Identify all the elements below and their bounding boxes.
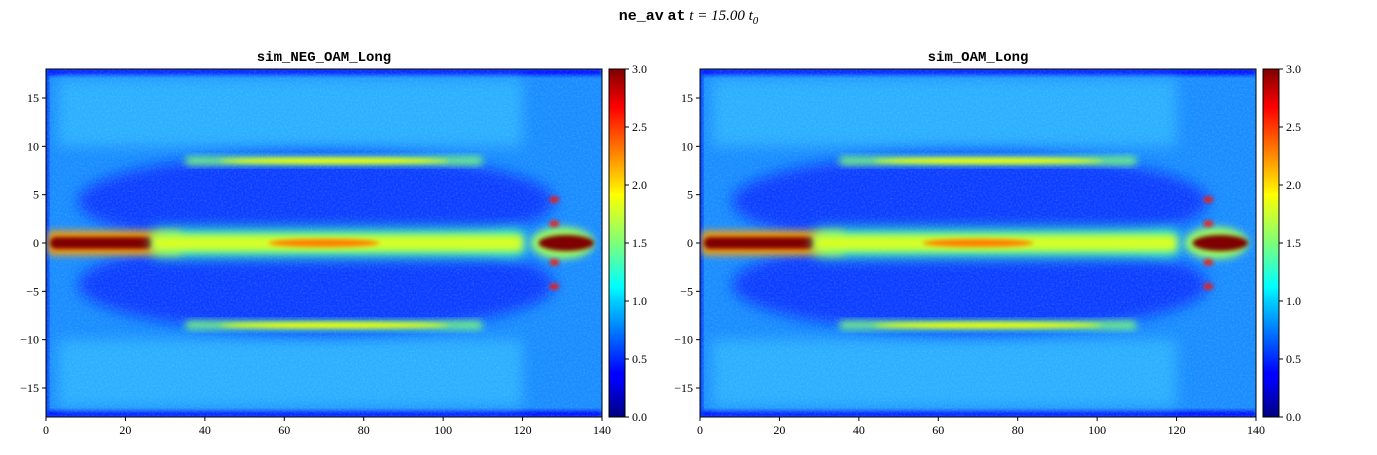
x-tick-label-5: 80 [1012, 423, 1024, 437]
heatmap-feature-5-blob-1 [1203, 196, 1214, 203]
heatmap-feature-5-blob-3 [549, 220, 560, 227]
y-tick-label-4: 0 [687, 236, 693, 250]
y-tick-label-5: 5 [33, 188, 39, 202]
colorbar-tick-label-4: 1.5 [1286, 236, 1301, 250]
heatmap-feature-5-blob-4 [549, 259, 560, 266]
y-tick-label-5: 5 [687, 188, 693, 202]
colorbar-tick-label-3: 1.0 [1286, 294, 1301, 308]
colorbar-tick-label-1: 0.0 [632, 410, 647, 424]
heatmap-feature-5 [538, 235, 595, 251]
x-tick-label-3: 40 [853, 423, 865, 437]
x-tick-label-2: 20 [119, 423, 131, 437]
x-tick-label-6: 100 [434, 423, 452, 437]
y-tick-label-7: 15 [27, 91, 39, 105]
y-tick-label-1: −15 [20, 381, 39, 395]
panel-title: sim_NEG_OAM_Long [257, 50, 391, 66]
x-tick-label-8: 140 [1247, 423, 1265, 437]
heatmap-feature-3 [873, 158, 1103, 164]
heatmap-feature-1 [703, 237, 816, 249]
colorbar-tick-label-4: 1.5 [632, 236, 647, 250]
heatmap-feature-1 [49, 237, 154, 249]
heatmap-feature-3 [219, 158, 449, 164]
colorbar [1262, 68, 1280, 418]
heatmap-feature-5-blob-2 [549, 283, 560, 290]
colorbar-tick-label-7: 3.0 [632, 62, 647, 76]
colorbar-tick-label-5: 2.0 [1286, 178, 1301, 192]
y-tick-label-2: −10 [20, 333, 39, 347]
colorbar-tick-label-6: 2.5 [632, 120, 647, 134]
y-tick-label-1: −15 [674, 381, 693, 395]
heatmap-feature-4 [219, 322, 449, 328]
colorbar-tick-label-2: 0.5 [1286, 352, 1301, 366]
suptitle-variable: ne_av [618, 8, 664, 25]
y-tick-label-7: 15 [681, 91, 693, 105]
x-tick-label-2: 20 [773, 423, 785, 437]
y-tick-label-6: 10 [681, 139, 693, 153]
y-tick-label-3: −5 [26, 284, 39, 298]
colorbar-tick-label-6: 2.5 [1286, 120, 1301, 134]
heatmap-feature-5-blob-3 [1203, 220, 1214, 227]
suptitle-time: t = 15.00 t [689, 8, 753, 24]
x-tick-label-1: 0 [43, 423, 49, 437]
heatmap-feature-2-hotspot [268, 239, 380, 247]
chart-panel-1: 0 20 40 60 80 100 120 140 −15 −10 −5 0 5 10 15 sim_NEG_… [20, 50, 647, 437]
colorbar-tick-label-2: 0.5 [632, 352, 647, 366]
panel-title: sim_OAM_Long [928, 50, 1029, 66]
colorbar-tick-label-3: 1.0 [632, 294, 647, 308]
y-tick-label-2: −10 [674, 333, 693, 347]
colorbar-tick-label-7: 3.0 [1286, 62, 1301, 76]
heatmap-plot-area [700, 69, 1256, 417]
heatmap-feature-5 [1192, 235, 1249, 251]
colorbar-tick-label-1: 0.0 [1286, 410, 1301, 424]
suptitle-time-subscript: 0 [752, 15, 759, 27]
heatmap-feature-5-blob-4 [1203, 259, 1214, 266]
x-tick-label-8: 140 [593, 423, 611, 437]
suptitle-at: at [667, 8, 686, 25]
x-tick-label-1: 0 [697, 423, 703, 437]
chart-panel-2: 0 20 40 60 80 100 120 140 −15 −10 −5 0 5 10 15 sim_OAM_… [674, 50, 1301, 437]
x-tick-label-6: 100 [1088, 423, 1106, 437]
heatmap-feature-4 [873, 322, 1103, 328]
heatmap-plot-area [46, 69, 602, 417]
y-tick-label-3: −5 [680, 284, 693, 298]
heatmap-feature-2-hotspot [922, 239, 1034, 247]
x-tick-label-4: 60 [932, 423, 944, 437]
colorbar-tick-label-5: 2.0 [632, 178, 647, 192]
colorbar [608, 68, 626, 418]
x-tick-label-7: 120 [1168, 423, 1186, 437]
figure-suptitle: ne_av at t = 15.00 t0 [0, 8, 1377, 27]
y-tick-label-6: 10 [27, 139, 39, 153]
x-tick-label-7: 120 [514, 423, 532, 437]
heatmap-feature-5-blob-2 [1203, 283, 1214, 290]
x-tick-label-3: 40 [199, 423, 211, 437]
y-tick-label-4: 0 [33, 236, 39, 250]
x-tick-label-4: 60 [278, 423, 290, 437]
x-tick-label-5: 80 [358, 423, 370, 437]
heatmap-feature-5-blob-1 [549, 196, 560, 203]
